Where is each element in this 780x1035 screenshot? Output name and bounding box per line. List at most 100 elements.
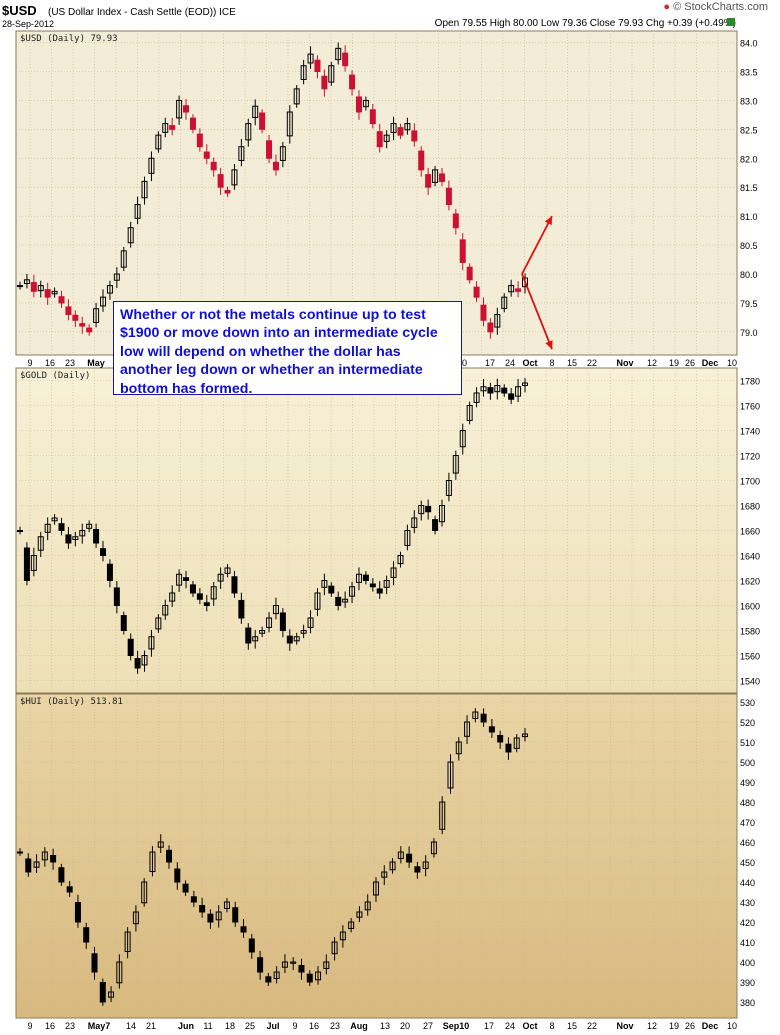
candle-body xyxy=(224,190,231,194)
candle-body xyxy=(207,913,214,923)
candle-body xyxy=(245,123,252,141)
candle-body xyxy=(480,386,487,392)
x-tick-label: 22 xyxy=(587,358,597,368)
y-tick-label: 80.5 xyxy=(740,241,758,251)
candle-body xyxy=(210,161,217,171)
candle-body xyxy=(72,536,79,541)
candle-body xyxy=(480,713,487,723)
y-tick-label: 510 xyxy=(740,738,755,748)
candle-body xyxy=(376,588,383,594)
candle-body xyxy=(106,285,113,294)
candle-body xyxy=(74,902,81,923)
candle-body xyxy=(438,173,445,182)
y-tick-label: 1540 xyxy=(740,677,760,687)
x-tick-label: 16 xyxy=(45,1021,55,1031)
candle-body xyxy=(411,517,418,528)
candle-body xyxy=(323,961,330,969)
y-tick-label: 1740 xyxy=(740,427,760,437)
y-tick-label: 500 xyxy=(740,758,755,768)
x-tick-label: 11 xyxy=(203,1021,212,1031)
x-tick-label: 12 xyxy=(647,1021,657,1031)
x-tick-label: 8 xyxy=(549,358,554,368)
candle-body xyxy=(120,615,127,631)
symbol-name-text: (US Dollar Index - Cash Settle (EOD)) IC… xyxy=(48,7,236,18)
candle-body xyxy=(300,630,307,634)
x-tick-label: 23 xyxy=(65,358,75,368)
y-tick-label: 1720 xyxy=(740,452,760,462)
candle-body xyxy=(166,849,173,863)
x-tick-label: 10 xyxy=(727,1021,737,1031)
candle-body xyxy=(183,577,190,581)
candle-body xyxy=(331,941,338,955)
candle-body xyxy=(307,53,314,64)
candle-body xyxy=(279,612,286,632)
candle-body xyxy=(134,204,141,219)
candle-body xyxy=(37,285,44,292)
x-tick-label: 24 xyxy=(505,1021,515,1031)
candle-body xyxy=(445,480,452,496)
date-text: 28-Sep-2012 xyxy=(2,19,54,29)
candle-body xyxy=(286,111,293,137)
candle-body xyxy=(132,911,139,925)
symbol-text: $USD xyxy=(2,3,37,18)
candle-body xyxy=(466,405,473,421)
candle-body xyxy=(265,976,272,983)
x-tick-label: 8 xyxy=(549,1021,554,1031)
y-tick-label: 420 xyxy=(740,918,755,928)
candle-body xyxy=(106,563,113,581)
y-tick-label: 520 xyxy=(740,718,755,728)
x-tick-label: 17 xyxy=(484,1021,494,1031)
x-tick-label: 26 xyxy=(685,1021,695,1031)
candle-body xyxy=(65,306,72,316)
y-tick-label: 81.0 xyxy=(740,212,758,222)
x-tick-label: 19 xyxy=(669,358,679,368)
up-indicator-icon xyxy=(727,18,735,26)
candle-body xyxy=(342,598,349,603)
candle-body xyxy=(149,851,156,872)
x-tick-label: 22 xyxy=(587,1021,597,1031)
candle-body xyxy=(113,587,120,607)
candle-body xyxy=(266,140,273,159)
candle-body xyxy=(397,851,404,859)
candle-body xyxy=(293,88,300,105)
candle-body xyxy=(390,123,397,133)
candle-body xyxy=(196,593,203,600)
candle-body xyxy=(162,123,169,133)
candle-body xyxy=(238,599,245,619)
candle-body xyxy=(79,530,86,537)
y-tick-label: 1680 xyxy=(740,502,760,512)
candle-body xyxy=(223,901,230,909)
candle-body xyxy=(182,883,189,893)
candle-body xyxy=(418,150,425,171)
x-tick-label: Oct xyxy=(522,358,537,368)
annotation-line: Whether or not the metals continue up to… xyxy=(120,307,426,323)
candle-body xyxy=(364,901,371,911)
candle-body xyxy=(100,296,107,307)
candle-body xyxy=(25,858,32,873)
candle-body xyxy=(203,151,210,159)
candle-body xyxy=(272,161,279,171)
x-tick-label: Dec xyxy=(702,358,719,368)
candle-body xyxy=(411,130,418,142)
candle-body xyxy=(515,288,522,292)
candle-body xyxy=(487,387,494,394)
candle-body xyxy=(252,636,259,642)
x-tick-label: 20 xyxy=(400,1021,410,1031)
candle-body xyxy=(155,134,162,150)
y-tick-label: 380 xyxy=(740,998,755,1008)
candle-body xyxy=(37,536,44,551)
panel-background xyxy=(15,693,738,1019)
candle-body xyxy=(127,227,134,244)
x-tick-label: 9 xyxy=(292,1021,297,1031)
y-tick-label: 1580 xyxy=(740,627,760,637)
x-tick-label: 12 xyxy=(647,358,657,368)
x-tick-label: 14 xyxy=(126,1021,136,1031)
candle-body xyxy=(65,534,72,544)
x-tick-label: 15 xyxy=(567,358,577,368)
x-tick-label: 9 xyxy=(27,1021,32,1031)
y-tick-label: 1660 xyxy=(740,527,760,537)
y-tick-label: 1560 xyxy=(740,652,760,662)
y-tick-label: 410 xyxy=(740,938,755,948)
candle-body xyxy=(505,743,512,753)
candles-group xyxy=(17,42,528,339)
